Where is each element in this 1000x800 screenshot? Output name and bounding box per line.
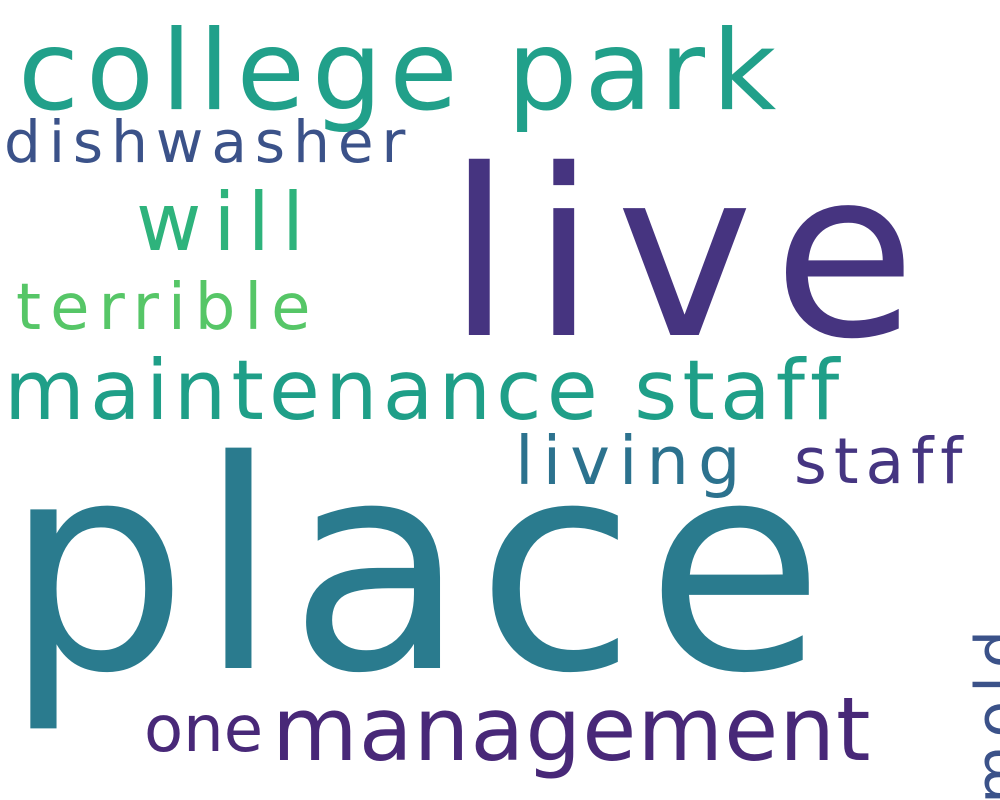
word-dishwasher: dishwasher xyxy=(4,108,414,176)
word-management: management xyxy=(272,678,872,781)
word-will: will xyxy=(136,176,317,269)
word-mold: mold xyxy=(963,622,1000,800)
word-college-park: college park xyxy=(18,7,784,136)
word-living: living xyxy=(515,422,750,500)
word-one: one xyxy=(144,693,264,767)
word-staff: staff xyxy=(794,425,970,498)
word-live: live xyxy=(447,120,936,390)
word-maintenance-staff: maintenance staff xyxy=(4,342,845,439)
word-place: place xyxy=(4,400,835,737)
word-terrible: terrible xyxy=(16,271,320,345)
